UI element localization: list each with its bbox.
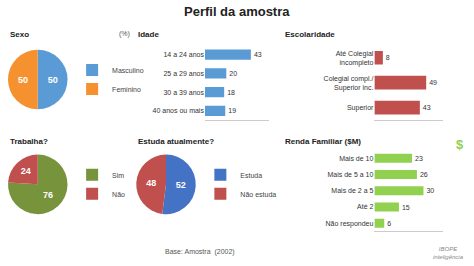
svg-text:Sim: Sim [112,172,124,179]
svg-text:52: 52 [176,180,186,190]
svg-text:25 a 29 anos: 25 a 29 anos [163,70,204,77]
svg-text:30 a 39 anos: 30 a 39 anos [163,89,204,96]
svg-text:Colegial compl./Superior inc.: Colegial compl./Superior inc. [324,75,374,92]
svg-text:50: 50 [48,75,58,85]
svg-text:8: 8 [386,54,390,61]
svg-text:50: 50 [18,75,28,85]
svg-text:19: 19 [228,107,236,114]
svg-text:49: 49 [429,79,437,86]
svg-text:Estuda atualmente?: Estuda atualmente? [138,137,214,146]
svg-text:$: $ [456,137,464,152]
svg-text:Mais de 2 a 5: Mais de 2 a 5 [331,187,373,194]
svg-text:Idade: Idade [138,30,159,39]
svg-text:Não respondeu: Não respondeu [326,220,374,228]
svg-text:Perfil da amostra: Perfil da amostra [184,4,290,19]
svg-text:Renda Familiar ($M): Renda Familiar ($M) [285,137,361,146]
svg-text:30: 30 [426,187,434,194]
svg-text:Mais de 10: Mais de 10 [339,155,373,162]
svg-text:Masculino: Masculino [112,67,144,74]
svg-text:Feminino: Feminino [112,86,141,93]
svg-text:23: 23 [415,155,423,162]
svg-text:18: 18 [227,89,235,96]
svg-text:15: 15 [402,204,410,211]
svg-text:48: 48 [146,178,156,188]
svg-text:43: 43 [423,104,431,111]
svg-text:24: 24 [21,166,31,176]
svg-text:6: 6 [387,220,391,227]
svg-text:Não estuda: Não estuda [240,191,276,198]
svg-text:Até 2: Até 2 [357,203,373,210]
svg-text:14 a 24 anos: 14 a 24 anos [163,51,204,58]
svg-text:76: 76 [43,190,53,200]
svg-text:43: 43 [254,51,262,58]
svg-text:Estuda: Estuda [240,172,262,179]
svg-text:(%): (%) [119,30,130,38]
svg-text:26: 26 [420,171,428,178]
svg-text:Sexo: Sexo [10,30,29,39]
svg-text:Trabalha?: Trabalha? [10,137,48,146]
svg-text:20: 20 [229,70,237,77]
svg-text:Escolaridade: Escolaridade [285,30,335,39]
svg-text:Até Colegialincompleto: Até Colegialincompleto [336,50,374,67]
svg-text:Base: Amostra (2002): Base: Amostra (2002) [165,248,235,256]
svg-text:40 anos ou mais: 40 anos ou mais [153,107,205,114]
svg-text:IBOPEinteligência: IBOPEinteligência [433,246,464,260]
svg-text:Não: Não [112,191,125,198]
svg-text:Superior: Superior [347,104,374,112]
svg-text:Mais de 5 a 10: Mais de 5 a 10 [327,171,373,178]
